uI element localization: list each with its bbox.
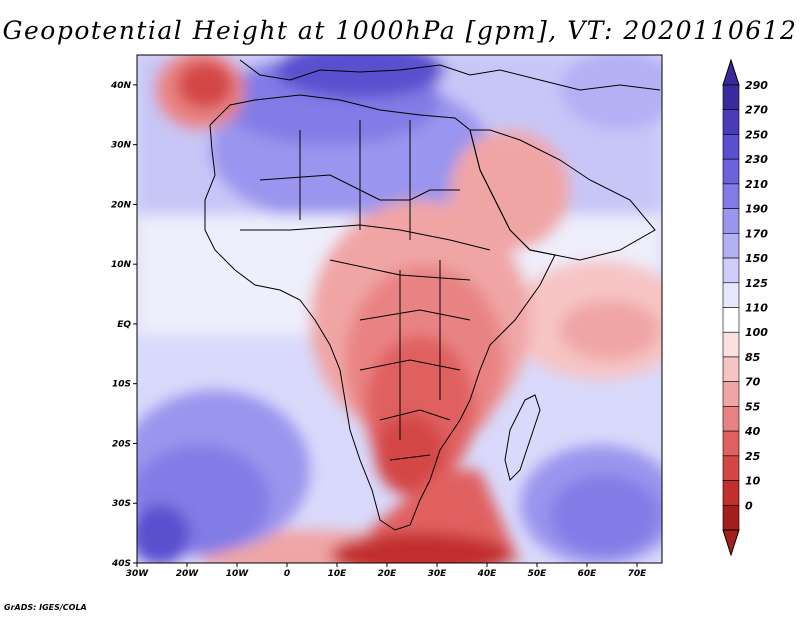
lon-tick-label: 20E bbox=[378, 569, 398, 579]
grads-credit: GrADS: IGES/COLA bbox=[4, 603, 87, 612]
colorbar-swatch bbox=[722, 208, 740, 234]
colorbar-label: 210 bbox=[745, 178, 768, 191]
colorbar-swatch bbox=[722, 504, 740, 531]
colorbar-swatch bbox=[722, 430, 740, 457]
lat-tick-label: 40S bbox=[111, 559, 131, 569]
lon-tick-label: 50E bbox=[528, 569, 548, 579]
colorbar-label: 230 bbox=[745, 153, 768, 166]
colorbar-swatch bbox=[722, 109, 740, 135]
map-title: Geopotential Height at 1000hPa [gpm], VT… bbox=[2, 16, 798, 45]
colorbar-label: 85 bbox=[745, 351, 761, 364]
colorbar-swatch bbox=[722, 406, 740, 432]
lon-tick-label: 20W bbox=[176, 569, 200, 579]
colorbar-swatch bbox=[722, 455, 740, 481]
colorbar-swatch bbox=[722, 158, 740, 185]
lon-tick-label: 40E bbox=[477, 569, 498, 579]
colorbar-bottom-arrow bbox=[722, 529, 740, 557]
lon-axis: 30W 20W 10W 0 10E 20E 30E 40E 50E 60E 70E bbox=[126, 563, 647, 579]
colorbar-swatch bbox=[722, 356, 740, 382]
lat-axis: 40N 30N 20N 10N EQ 10S 20S 30S 40S bbox=[110, 81, 137, 569]
colorbar-swatch bbox=[722, 257, 740, 284]
height-field bbox=[137, 55, 662, 563]
colorbar-swatch bbox=[722, 233, 740, 259]
lon-tick-label: 0 bbox=[284, 569, 290, 579]
colorbar-swatch bbox=[722, 84, 740, 111]
colorbar-label: 70 bbox=[745, 376, 761, 389]
lon-tick-label: 70E bbox=[628, 569, 648, 579]
colorbar-label: 170 bbox=[745, 227, 768, 240]
colorbar-label: 110 bbox=[745, 302, 768, 315]
colorbar-swatch bbox=[722, 381, 740, 407]
lon-tick-label: 10W bbox=[226, 569, 250, 579]
colorbar-swatch bbox=[722, 134, 740, 160]
colorbar-label: 125 bbox=[745, 277, 768, 290]
lat-tick-label: 30N bbox=[111, 141, 132, 151]
colorbar-top-arrow bbox=[722, 58, 740, 86]
lat-tick-label: 10N bbox=[111, 260, 132, 270]
lon-tick-label: 30E bbox=[428, 569, 448, 579]
colorbar-label: 10 bbox=[745, 475, 761, 488]
colorbar-label: 270 bbox=[745, 104, 768, 117]
lat-tick-label: EQ bbox=[117, 320, 131, 330]
colorbar-label: 250 bbox=[745, 128, 768, 141]
lat-tick-label: 20S bbox=[112, 439, 131, 449]
colorbar-label: 55 bbox=[745, 400, 761, 413]
lat-tick-label: 40N bbox=[110, 81, 132, 91]
colorbar-label: 40 bbox=[744, 425, 761, 438]
lat-tick-label: 30S bbox=[112, 499, 131, 509]
colorbar-swatch bbox=[722, 331, 740, 358]
colorbar-label: 190 bbox=[745, 203, 768, 216]
colorbar-label: 100 bbox=[745, 326, 768, 339]
lat-tick-label: 20N bbox=[111, 200, 132, 210]
lon-tick-label: 60E bbox=[578, 569, 598, 579]
colorbar-label: 150 bbox=[745, 252, 768, 265]
plot-frame bbox=[136, 54, 663, 564]
colorbar-label: 290 bbox=[745, 79, 768, 92]
colorbar-swatch bbox=[722, 183, 740, 209]
colorbar-swatch bbox=[722, 480, 740, 506]
lat-tick-label: 10S bbox=[112, 380, 131, 390]
colorbar-swatch bbox=[722, 307, 740, 333]
colorbar-label: 25 bbox=[745, 450, 761, 463]
lon-tick-label: 30W bbox=[126, 569, 150, 579]
coastlines bbox=[204, 59, 661, 531]
lon-tick-label: 10E bbox=[328, 569, 348, 579]
colorbar-swatch bbox=[722, 282, 740, 308]
colorbar: 2902702502302101901701501251101008570554… bbox=[722, 58, 768, 557]
colorbar-label: 0 bbox=[745, 499, 753, 512]
